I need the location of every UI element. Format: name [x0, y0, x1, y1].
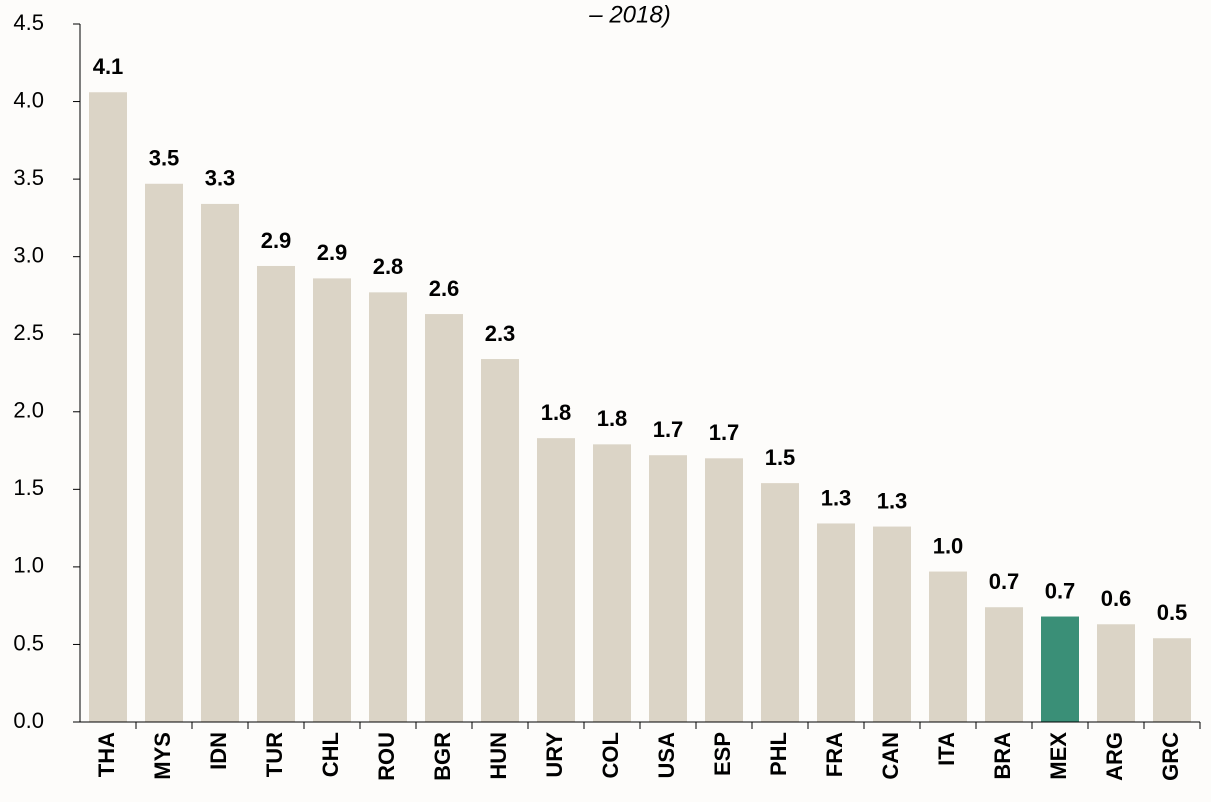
- y-tick-label: 3.5: [13, 165, 44, 190]
- bar: [1097, 624, 1135, 722]
- data-label: 0.6: [1101, 586, 1132, 611]
- data-label: 1.8: [597, 406, 628, 431]
- x-tick-label: TUR: [262, 732, 287, 777]
- bar: [481, 359, 519, 722]
- data-label: 2.6: [429, 276, 460, 301]
- bar: [313, 278, 351, 722]
- y-tick-label: 0.0: [13, 708, 44, 733]
- bar: [817, 523, 855, 722]
- x-tick-label: FRA: [822, 732, 847, 777]
- x-tick-label: USA: [654, 732, 679, 779]
- y-tick-label: 3.0: [13, 242, 44, 267]
- data-label: 1.3: [877, 488, 908, 513]
- data-label: 1.3: [821, 485, 852, 510]
- x-tick-label: MEX: [1046, 732, 1071, 780]
- bar: [369, 292, 407, 722]
- x-tick-label: BGR: [430, 732, 455, 781]
- bar: [929, 571, 967, 722]
- bar: [201, 203, 239, 722]
- y-tick-label: 4.5: [13, 10, 44, 35]
- bar: [985, 607, 1023, 722]
- x-tick-label: ROU: [374, 732, 399, 781]
- y-tick-label: 1.0: [13, 553, 44, 578]
- bar: [257, 265, 295, 722]
- x-tick-label: ITA: [934, 732, 959, 766]
- data-label: 0.7: [1045, 578, 1076, 603]
- data-label: 0.7: [989, 569, 1020, 594]
- x-tick-label: ARG: [1102, 732, 1127, 781]
- x-tick-label: MYS: [150, 732, 175, 780]
- x-tick-label: IDN: [206, 732, 231, 770]
- y-tick-label: 2.5: [13, 320, 44, 345]
- bar: [1041, 616, 1079, 722]
- data-label: 4.1: [93, 54, 124, 79]
- bar: [873, 526, 911, 722]
- bar: [761, 483, 799, 722]
- bar: [1153, 638, 1191, 722]
- bar: [649, 455, 687, 722]
- x-tick-label: URY: [542, 732, 567, 778]
- data-label: 2.9: [261, 228, 292, 253]
- y-tick-label: 0.5: [13, 630, 44, 655]
- data-label: 1.7: [653, 417, 684, 442]
- y-tick-label: 2.0: [13, 398, 44, 423]
- x-tick-label: COL: [598, 732, 623, 778]
- data-label: 1.5: [765, 445, 796, 470]
- data-label: 1.7: [709, 420, 740, 445]
- x-tick-label: GRC: [1158, 732, 1183, 781]
- data-label: 1.8: [541, 400, 572, 425]
- bar: [425, 314, 463, 722]
- y-tick-label: 4.0: [13, 87, 44, 112]
- data-label: 0.5: [1157, 600, 1188, 625]
- x-tick-label: CHL: [318, 732, 343, 777]
- data-label: 1.0: [933, 533, 964, 558]
- y-tick-label: 1.5: [13, 475, 44, 500]
- data-label: 2.3: [485, 321, 516, 346]
- data-label: 2.9: [317, 240, 348, 265]
- bar: [89, 92, 127, 722]
- x-tick-label: CAN: [878, 732, 903, 780]
- bar: [593, 444, 631, 722]
- bar: [145, 183, 183, 722]
- x-tick-label: BRA: [990, 732, 1015, 780]
- chart-title: – 2018): [588, 1, 670, 28]
- bar: [537, 438, 575, 722]
- x-tick-label: HUN: [486, 732, 511, 780]
- data-label: 3.5: [149, 146, 180, 171]
- x-tick-label: ESP: [710, 732, 735, 776]
- data-label: 3.3: [205, 166, 236, 191]
- x-tick-label: PHL: [766, 732, 791, 776]
- bar: [705, 458, 743, 722]
- data-label: 2.8: [373, 254, 404, 279]
- x-tick-label: THA: [94, 732, 119, 777]
